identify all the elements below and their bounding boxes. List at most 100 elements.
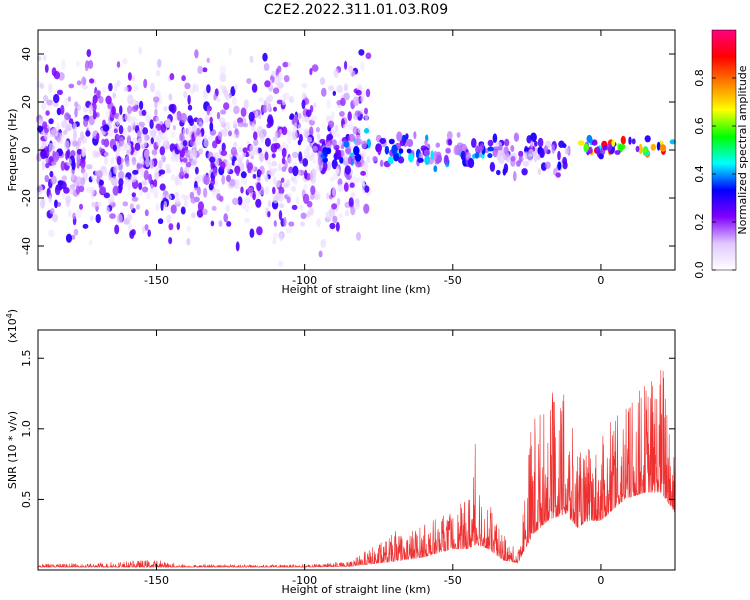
spectral-blob [267,114,273,123]
spectral-blob [306,136,313,143]
spectral-blob [114,83,118,93]
spectral-blob [203,174,210,186]
y-tick-label: 0 [20,147,33,154]
x-tick-label: -100 [292,574,317,587]
spectral-blob [186,238,191,246]
spectral-blob [116,162,124,172]
spectral-blob [252,173,257,179]
spectral-blob [337,178,343,187]
spectral-blob [348,123,354,130]
spectral-blob [155,69,161,77]
spectral-blob [64,140,70,151]
spectral-blob [96,201,102,207]
y-tick-label: 20 [20,95,33,109]
spectral-blob [160,123,167,133]
spectral-blob [226,160,230,166]
spectral-blob [364,107,368,115]
spectral-blob [54,199,58,209]
spectral-blob [194,84,200,92]
spectral-blob [325,192,330,200]
spectral-blob [218,117,226,125]
spectral-blob [127,125,132,133]
spectral-blob [249,228,255,238]
spectral-blob [288,96,295,104]
spectral-blob [194,49,199,59]
spectral-blob [112,92,116,99]
spectral-blob [455,144,461,156]
spectral-blob [150,137,154,145]
spectral-blob [190,196,197,204]
spectral-blob [240,107,247,117]
snr-axes: -150 -100 -50 0 0.5 1.0 1.5 [20,330,675,587]
spectral-blob [333,68,339,79]
spectral-blob [102,124,110,132]
spectral-blob [355,153,362,162]
spectral-blob [99,179,104,186]
x-tick-label: -50 [444,574,462,587]
spectral-blob [96,170,103,179]
spectral-blob [174,197,181,205]
spectral-blob [95,213,101,224]
spectral-blob [264,186,270,195]
spectral-blob [83,118,89,127]
spectral-blob [108,82,113,92]
spectral-blob [513,132,520,142]
spectral-blob [301,115,306,123]
spectral-blob [311,64,319,72]
spectral-blob [300,221,306,227]
spectral-blob [180,206,186,215]
spectral-blob [112,144,117,152]
spectral-blob [138,121,146,127]
spectral-blob [510,145,515,152]
spectral-blob [631,138,636,145]
spectral-blob [113,165,118,175]
spectral-blob [110,157,115,165]
spectral-blob [144,209,149,217]
spectral-blob [240,177,248,185]
spectral-blob [372,155,378,162]
spectral-blob [424,139,428,146]
spectral-blob [489,161,496,172]
spectral-blob [179,133,184,141]
spectral-blob [343,92,350,101]
spectral-blob [243,122,249,128]
spectral-blob [131,156,137,166]
spectral-blob [84,62,89,72]
spectral-blob [36,55,42,62]
spectral-blob [187,115,193,124]
spectral-blob [365,52,372,60]
spectral-blob [253,131,258,140]
spectral-blob [206,57,210,64]
spectral-blob [77,137,82,147]
spectral-blob [118,178,124,187]
spectral-blob [503,146,509,155]
spectral-blob [504,138,510,147]
spectral-blob [264,137,271,147]
spectral-blob [104,156,108,165]
spectral-blob [282,61,289,68]
spectral-blob [116,61,121,68]
spectral-blob [443,154,449,165]
spectral-blob [203,138,210,148]
spectral-blob [164,119,171,128]
spectral-blob [332,90,336,96]
spectral-blob [141,226,146,234]
spectral-blob [143,78,148,89]
spectral-blob [265,96,270,107]
spectral-blob [349,182,355,188]
spectral-blob [352,96,360,106]
spectral-blob [195,166,199,175]
spectral-blob [198,121,204,129]
spectral-blob [247,162,253,171]
spectral-blob [297,112,302,120]
spectral-blob [131,75,136,82]
spectral-blob [406,148,412,154]
spectral-blob [345,148,352,154]
spectral-blob [266,123,272,129]
x-tick-label: -150 [144,274,169,287]
spectral-blob [87,122,91,131]
spectral-blob [518,155,522,164]
spectral-blob [285,179,291,188]
spectral-blob [122,58,128,65]
spectral-blob [109,213,116,220]
